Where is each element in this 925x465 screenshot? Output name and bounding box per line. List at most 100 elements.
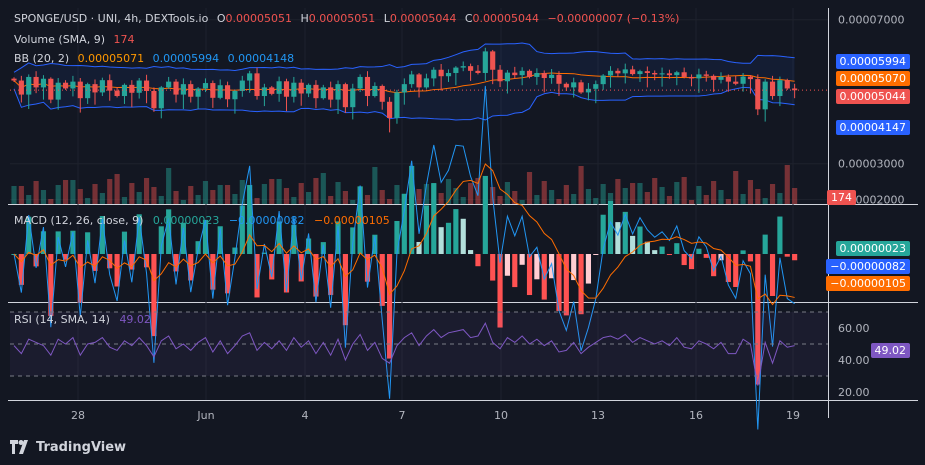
macd-hist-bar — [40, 231, 47, 254]
volume-bar — [136, 192, 142, 204]
volume-bar — [85, 198, 91, 204]
macd-hist-bar — [526, 254, 533, 296]
macd-label: MACD (12, 26, close, 9) — [14, 214, 144, 227]
macd-hist-bar — [129, 254, 135, 270]
macd-hist-bar — [519, 254, 525, 265]
rsi-axis-tick: 20.00 — [838, 386, 870, 399]
rsi-axis-tick: 60.00 — [838, 322, 870, 335]
change-value: −0.00000007 (−0.13%) — [547, 12, 680, 25]
volume-bar — [77, 189, 83, 204]
volume-bar — [188, 186, 194, 204]
volume-bar — [696, 186, 702, 204]
volume-bar — [180, 200, 186, 204]
macd-hist-tag: 0.00000023 — [835, 241, 910, 256]
candle-body — [755, 79, 761, 110]
volume-bar — [703, 195, 709, 204]
volume-bar — [48, 199, 54, 204]
volume-bar — [239, 180, 245, 204]
volume-bar — [630, 183, 636, 204]
volume-bar — [151, 187, 157, 204]
volume-bar — [681, 177, 687, 204]
macd-hist-bar — [269, 254, 275, 280]
rsi-value: 49.02 — [119, 313, 151, 326]
bb-lower-tag: 0.00004147 — [835, 120, 910, 135]
volume-legend-row[interactable]: Volume (SMA, 9) 174 — [14, 33, 139, 47]
macd-hist-bar — [335, 221, 341, 254]
volume-bar — [526, 172, 533, 204]
macd-legend[interactable]: MACD (12, 26, close, 9) 0.00000023 −0.00… — [14, 214, 390, 228]
candle-body — [26, 76, 32, 95]
volume-bar — [40, 190, 47, 204]
volume-bar — [11, 186, 17, 204]
volume-bar — [261, 184, 267, 204]
candle-body — [703, 74, 709, 76]
macd-hist-bar — [423, 205, 429, 254]
macd-hist-bar — [247, 185, 253, 254]
volume-bar — [33, 181, 39, 204]
candle-body — [328, 87, 334, 100]
volume-bar — [379, 190, 385, 204]
candle-body — [48, 78, 54, 100]
candle-body — [659, 73, 665, 75]
macd-hist-bar — [600, 214, 606, 254]
candle-body — [578, 82, 584, 93]
candle-body — [438, 69, 444, 77]
candle-body — [320, 87, 326, 99]
bb-legend-row[interactable]: BB (20, 2) 0.00005071 0.00005994 0.00004… — [14, 52, 299, 66]
candle-body — [615, 70, 621, 74]
candle-body — [143, 80, 150, 91]
macd-hist-bar — [372, 234, 378, 254]
macd-hist-bar — [578, 254, 584, 315]
candle-body — [409, 74, 415, 85]
candle-body — [784, 80, 790, 89]
candle-body — [261, 87, 267, 97]
candle-body — [475, 70, 481, 73]
candle-body — [379, 85, 385, 102]
volume-bar — [158, 196, 164, 204]
candle-body — [696, 74, 702, 79]
candle-body — [298, 82, 304, 94]
volume-bar — [202, 181, 209, 204]
macd-hist-bar — [70, 230, 76, 254]
macd-hist-bar — [188, 254, 194, 281]
macd-signal-value: −0.00000105 — [314, 214, 390, 227]
macd-hist-bar — [622, 211, 628, 254]
chart-frame: 0.00007000 0.00003000 0.00002000 60.00 40.00… — [8, 8, 918, 430]
close-label: C — [464, 12, 473, 25]
volume-bar — [578, 166, 584, 204]
candle-body — [136, 80, 142, 93]
tradingview-brand[interactable]: TradingView — [10, 438, 126, 456]
macd-hist-bar — [431, 183, 437, 254]
candle-body — [688, 76, 695, 79]
symbol-title[interactable]: SPONGE/USD · UNI, 4h, DEXTools.io — [14, 12, 209, 25]
high-value: 0.00005051 — [308, 12, 376, 25]
rsi-legend[interactable]: RSI (14, SMA, 14) 49.02 — [14, 313, 151, 327]
macd-hist-bar — [769, 254, 776, 296]
time-axis-tick: 16 — [689, 409, 703, 422]
macd-hist-bar — [298, 254, 304, 282]
volume-bar — [143, 178, 150, 204]
candle-body — [224, 85, 231, 100]
bb-label: BB (20, 2) — [14, 52, 70, 65]
macd-hist-bar — [792, 254, 798, 261]
candle-body — [291, 82, 297, 97]
macd-hist-bar — [659, 246, 665, 254]
candle-body — [158, 87, 164, 109]
macd-hist-bar — [733, 254, 739, 287]
candle-body — [180, 84, 186, 95]
candle-body — [600, 75, 606, 85]
macd-hist-bar — [475, 254, 481, 267]
volume-bar — [291, 197, 297, 204]
candle-body — [62, 82, 69, 89]
candle-body — [239, 80, 245, 91]
chart-canvas[interactable]: 0.000070000.000030000.0000200060.0040.00… — [8, 8, 918, 430]
volume-bar — [534, 195, 540, 204]
volume-bar — [585, 189, 592, 204]
volume-bar — [107, 179, 113, 204]
macd-line-tag: −0.00000082 — [826, 259, 910, 274]
volume-bar — [519, 200, 525, 204]
macd-hist-bar — [379, 254, 385, 306]
volume-bar — [747, 180, 754, 204]
volume-bar — [195, 195, 201, 204]
volume-bar — [468, 183, 474, 204]
